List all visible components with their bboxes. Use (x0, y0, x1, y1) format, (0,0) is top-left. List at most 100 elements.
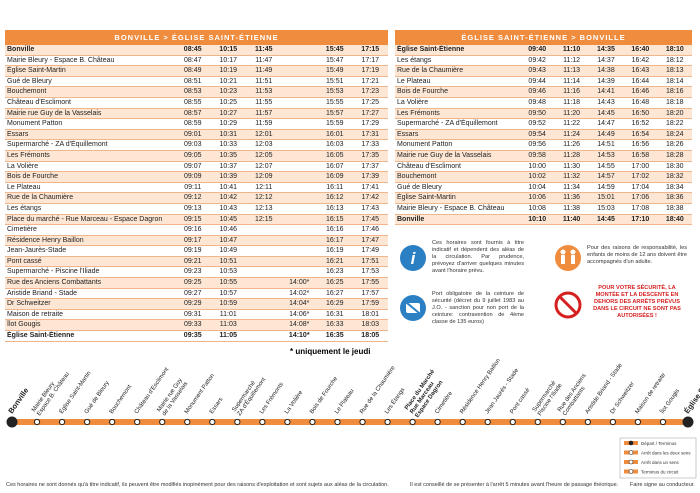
time-cell: 11:45 (246, 45, 282, 56)
time-cell: 16:46 (623, 86, 658, 98)
timetable-outbound: BONVILLE > ÉGLISE SAINT-ÉTIENNE Bonville… (5, 30, 388, 342)
time-cell (246, 330, 282, 342)
time-cell: 14:55 (588, 161, 624, 173)
time-cell: 17:43 (352, 203, 388, 215)
time-cell: 15:53 (317, 86, 353, 98)
stop-dot (33, 418, 41, 426)
time-cell: 09:19 (175, 245, 211, 257)
stop-cell: Dr Schweitzer (5, 298, 175, 310)
time-cell: 17:47 (352, 235, 388, 247)
table-row: Dr Schweitzer 09:29 10:59 14:04* 16:29 17:59 (5, 298, 388, 310)
stop-dot (58, 418, 66, 426)
stop-cell: Pont cassé (5, 256, 175, 268)
stop-dot (659, 418, 667, 426)
table-row: Bonville 08:45 10:15 11:45 15:45 17:15 (5, 45, 388, 56)
time-cell (246, 298, 282, 310)
table-row: Jean-Jaurès-Stade 09:19 10:49 16:19 17:49 (5, 245, 388, 257)
time-cell: 14:04* (281, 298, 317, 310)
time-cell: 09:09 (175, 171, 211, 183)
time-cell: 16:29 (317, 298, 353, 310)
time-cell: 17:02 (623, 171, 658, 183)
time-cell (246, 277, 282, 289)
time-cell: 16:44 (623, 76, 658, 88)
table-row: Mairie rue Guy de la Vasselais 08:57 10:27… (5, 108, 388, 120)
stop-label: Bouchemont (109, 384, 133, 415)
notice: Ces horaires sont fournis à titre indica… (432, 240, 524, 274)
time-cell: 10:33 (210, 139, 246, 151)
time-cell: 12:12 (246, 192, 282, 204)
stop-dot (284, 418, 291, 426)
time-cell: 18:40 (657, 214, 692, 226)
time-cell: 18:24 (657, 129, 692, 141)
time-cell: 10:25 (210, 97, 246, 109)
time-cell: 16:48 (623, 97, 658, 109)
stop-cell: Supermarché - Piscine l'Iliade (5, 266, 175, 279)
stop-cell: Mairie rue Guy de la Vasselais (5, 108, 175, 120)
time-cell (281, 86, 317, 98)
time-cell: 08:53 (175, 86, 211, 98)
time-cell (281, 203, 317, 215)
table-row: Bouchemont 10:02 11:32 14:57 17:02 18:32 (395, 171, 692, 183)
stop-cell: Gué de Bleury (5, 76, 175, 88)
table-row: Église Saint-Martin 10:06 11:36 15:01 17:06 1… (395, 192, 692, 204)
time-cell: 12:05 (246, 150, 282, 162)
time-cell (281, 45, 317, 56)
stop-label: Les Frémonts (259, 382, 285, 415)
table-row: Gué de Bleury 08:51 10:21 11:51 15:51 17:21 (5, 76, 388, 88)
time-cell: 09:15 (175, 214, 211, 226)
time-cell: 10:43 (210, 203, 246, 215)
time-cell: 08:51 (175, 76, 211, 88)
stop-dot (584, 418, 591, 426)
time-cell: 16:54 (623, 129, 658, 141)
time-cell: 17:41 (352, 182, 388, 194)
time-cell (281, 224, 317, 236)
time-cell: 18:13 (657, 65, 692, 77)
table-row: Supermarché - ZA d'Équillemont 09:03 10:33… (5, 139, 388, 151)
time-cell: 10:49 (210, 245, 246, 257)
time-cell: 17:06 (623, 192, 658, 204)
time-cell: 12:09 (246, 171, 282, 183)
time-cell: 17:25 (352, 97, 388, 109)
stop-label: Îlot Gougis (658, 388, 681, 416)
legend-label: Arrêt dans un sens (641, 460, 680, 465)
time-cell: 14:43 (588, 97, 624, 109)
stop-cell: Église Saint-Étienne (5, 330, 175, 342)
time-cell: 17:10 (623, 214, 658, 226)
time-cell: 09:23 (175, 266, 211, 279)
time-cell: 09:27 (175, 288, 211, 300)
time-cell: 09:31 (175, 309, 211, 321)
time-cell: 11:13 (554, 65, 589, 77)
stop-dot (609, 418, 616, 426)
table-row: Bouchemont 08:53 10:23 11:53 15:53 17:23 (5, 86, 388, 98)
time-cell: 15:01 (588, 192, 624, 204)
time-cell: 14:49 (588, 129, 624, 141)
time-cell: 09:46 (520, 86, 555, 98)
time-cell: 16:09 (317, 171, 353, 183)
time-cell: 08:55 (175, 97, 211, 109)
time-cell: 11:38 (554, 203, 589, 215)
time-cell: 09:21 (175, 256, 211, 268)
stop-cell: Église Saint-Martin (5, 65, 175, 77)
table-row: Supermarché - ZA d'Équillemont 09:52 11:22… (395, 118, 692, 130)
time-cell: 08:49 (175, 65, 211, 77)
table-row: Monument Patton 08:59 10:29 11:59 15:59 17:29 (5, 118, 388, 130)
time-cell: 18:28 (657, 150, 692, 162)
time-cell: 17:17 (352, 55, 388, 67)
legend-dot (628, 459, 634, 465)
stop-cell: Bonville (395, 214, 520, 226)
time-cell: 17:51 (352, 256, 388, 268)
time-cell: 09:52 (520, 118, 555, 130)
table-row: Monument Patton 09:56 11:26 14:51 16:56 18:26 (395, 139, 692, 151)
note: * uniquement le jeudi (290, 347, 371, 356)
time-cell: 09:25 (175, 277, 211, 289)
time-cell: 14:53 (588, 150, 624, 162)
time-cell: 14:08* (281, 319, 317, 332)
stop-cell: La Volière (5, 161, 175, 173)
stop-label: Bonville (6, 386, 30, 415)
time-cell: 11:20 (554, 108, 589, 120)
time-cell: 11:30 (554, 161, 589, 173)
time-cell (246, 319, 282, 332)
time-cell: 11:10 (554, 45, 589, 56)
time-cell: 17:49 (352, 245, 388, 257)
time-cell: 09:44 (520, 76, 555, 88)
